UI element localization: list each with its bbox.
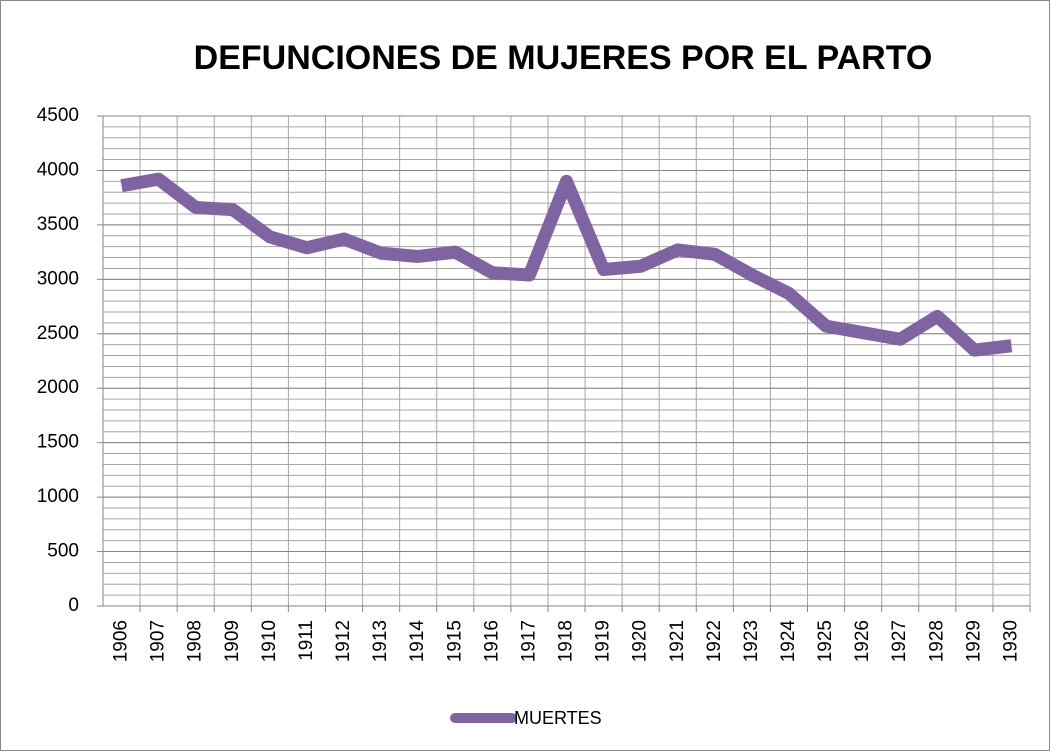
x-tick-label: 1916 — [481, 620, 502, 662]
x-tick-label: 1918 — [556, 620, 577, 662]
x-tick-label: 1919 — [593, 620, 614, 662]
y-tick-label: 4000 — [37, 159, 79, 180]
x-tick-label: 1924 — [778, 620, 799, 663]
x-tick-label: 1906 — [111, 620, 132, 662]
y-tick-label: 3500 — [37, 214, 79, 235]
x-tick-label: 1930 — [1000, 620, 1021, 662]
x-tick-label: 1926 — [852, 620, 873, 662]
y-tick-label: 0 — [68, 595, 79, 616]
x-tick-label: 1912 — [333, 620, 354, 662]
x-tick-label: 1920 — [630, 620, 651, 662]
x-tick-label: 1908 — [185, 620, 206, 662]
chart-title: DEFUNCIONES DE MUJERES POR EL PARTO — [194, 39, 933, 77]
x-tick-label: 1925 — [815, 620, 836, 662]
y-tick-label: 2500 — [37, 323, 79, 344]
x-tick-label: 1921 — [667, 620, 688, 662]
data-line — [120, 172, 1013, 357]
y-tick-label: 500 — [47, 541, 79, 562]
legend-label: MUERTES — [514, 708, 602, 728]
x-tick-label: 1927 — [889, 620, 910, 662]
x-tick-label: 1922 — [704, 620, 725, 662]
y-tick-label: 4500 — [37, 105, 79, 126]
x-tick-label: 1915 — [444, 620, 465, 662]
x-tick-label: 1923 — [741, 620, 762, 662]
x-tick-label: 1929 — [963, 620, 984, 662]
x-tick-label: 1928 — [926, 620, 947, 662]
y-tick-label: 3000 — [37, 268, 79, 289]
x-tick-label: 1909 — [222, 620, 243, 662]
y-tick-label: 1000 — [37, 486, 79, 507]
y-tick-label: 2000 — [37, 377, 79, 398]
x-tick-label: 1917 — [518, 620, 539, 662]
x-tick-label: 1913 — [370, 620, 391, 662]
y-tick-label: 1500 — [37, 432, 79, 453]
x-tick-label: 1910 — [259, 620, 280, 662]
x-tick-label: 1907 — [148, 620, 169, 662]
x-tick-label: 1911 — [296, 620, 317, 661]
x-tick-label: 1914 — [407, 620, 428, 663]
